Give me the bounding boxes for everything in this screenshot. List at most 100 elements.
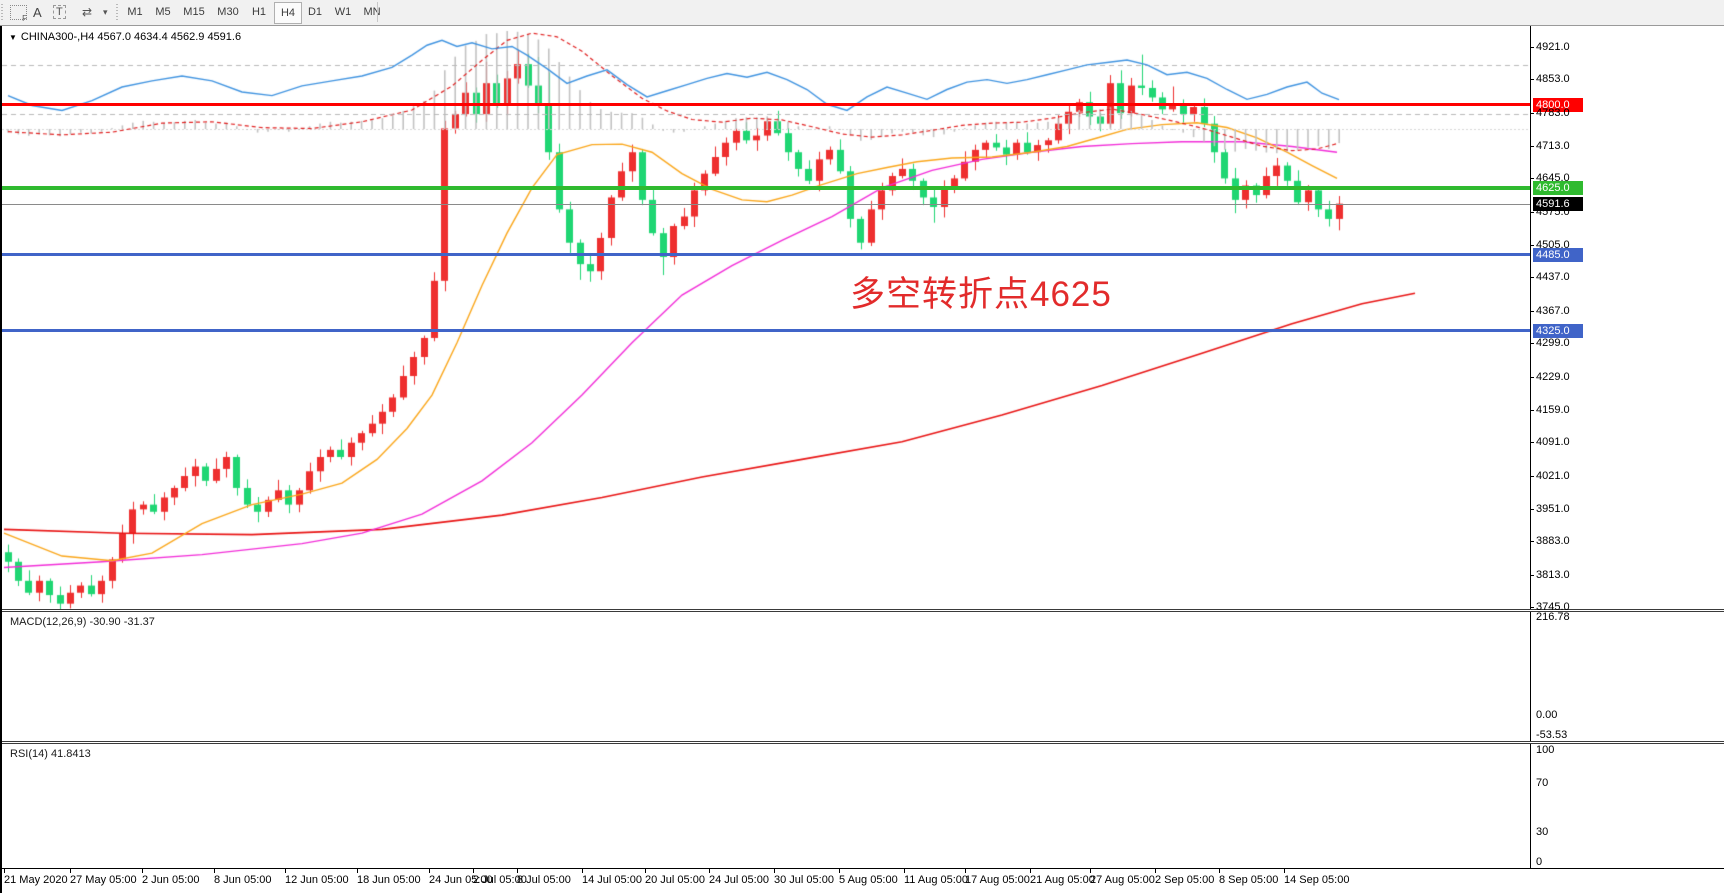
time-label: 12 Jun 05:00	[285, 874, 349, 886]
horizontal-level-line-4800[interactable]	[2, 103, 1530, 107]
horizontal-level-line-4625[interactable]	[2, 185, 1530, 190]
timeframe-button-d1[interactable]: D1	[307, 6, 323, 18]
price-tick-dash	[1530, 607, 1534, 608]
font-a-icon[interactable]: A	[33, 4, 42, 20]
time-tick	[70, 869, 71, 873]
time-label: 2 Jun 05:00	[142, 874, 200, 886]
time-tick	[965, 869, 966, 873]
rsi-axis-label: 100	[1536, 744, 1555, 756]
time-tick	[429, 869, 430, 873]
timeframe-button-w1[interactable]: W1	[334, 6, 352, 18]
time-label: 11 Aug 05:00	[904, 874, 969, 886]
time-label: 2 Jul 05:00	[473, 874, 527, 886]
timeframe-button-m30[interactable]: M30	[217, 6, 239, 18]
level-price-label-4625: 4625.0	[1533, 180, 1583, 195]
cursor-modes-icon[interactable]: ⇄	[82, 5, 93, 19]
price-scale-border	[1530, 26, 1531, 868]
price-tick-label: 4091.0	[1536, 436, 1570, 449]
time-label: 21 Aug 05:00	[1030, 874, 1095, 886]
macd-pane-separator[interactable]	[2, 609, 1724, 612]
time-tick	[582, 869, 583, 873]
price-tick-label: 3951.0	[1536, 502, 1570, 515]
time-tick	[473, 869, 474, 873]
toolbar-grip-2[interactable]	[116, 4, 121, 21]
time-tick	[1284, 869, 1285, 873]
price-tick-label: 4437.0	[1536, 271, 1570, 284]
price-tick-dash	[1530, 409, 1534, 411]
price-tick-label: 4575.0	[1536, 205, 1570, 218]
timeframe-button-m15[interactable]: M15	[183, 6, 205, 18]
pattern-f-glyph: F	[22, 13, 27, 23]
macd-indicator-label: MACD(12,26,9) -30.90 -31.37	[10, 616, 155, 628]
time-label: 24 Jul 05:00	[709, 874, 769, 886]
time-label: 18 Jun 05:00	[357, 874, 421, 886]
price-tick-dash	[1530, 343, 1534, 345]
time-label: 14 Jul 05:00	[582, 874, 642, 886]
macd-axis-label: -53.53	[1536, 729, 1568, 741]
time-label: 21 May 2020	[4, 874, 68, 886]
price-tick-dash	[1530, 178, 1534, 180]
horizontal-level-line-4325[interactable]	[2, 329, 1530, 333]
time-tick	[142, 869, 143, 873]
text-label-icon[interactable]: T	[53, 3, 66, 21]
price-tick-dash	[1530, 47, 1534, 48]
pivot-annotation-text[interactable]: 多空转折点4625	[850, 275, 1112, 314]
price-tick-label: 4505.0	[1536, 239, 1570, 252]
pattern-f-icon-box: F	[10, 4, 27, 23]
timeframe-button-h1[interactable]: H1	[251, 6, 267, 18]
time-label: 17 Aug 05:00	[965, 874, 1030, 886]
rsi-axis-label: 70	[1536, 777, 1549, 789]
rsi-indicator-label: RSI(14) 41.8413	[10, 748, 91, 760]
price-tick-dash	[1530, 376, 1534, 378]
price-tick-label: 4367.0	[1536, 304, 1570, 317]
price-tick-dash	[1530, 211, 1534, 213]
horizontal-level-line-4485[interactable]	[2, 253, 1530, 257]
time-tick	[774, 869, 775, 873]
symbol-dropdown-icon[interactable]: ▼	[9, 32, 17, 42]
symbol-ohlc-text: CHINA300-,H4 4567.0 4634.4 4562.9 4591.6	[20, 31, 242, 43]
price-tick-dash	[1530, 310, 1534, 312]
time-tick	[709, 869, 710, 873]
time-label: 27 May 05:00	[70, 874, 137, 886]
toolbar: F A T ⇄ ▾ M1 M5 M15 M30 H1 H4 D1 W1 MN	[0, 0, 1724, 26]
toolbar-grip[interactable]	[1, 4, 6, 21]
timeframe-button-m1[interactable]: M1	[127, 6, 143, 18]
toolbar-separator	[377, 2, 378, 22]
price-tick-dash	[1530, 146, 1534, 148]
price-tick-label: 4645.0	[1536, 172, 1570, 185]
price-tick-dash	[1530, 508, 1534, 510]
time-label: 30 Jul 05:00	[774, 874, 834, 886]
time-label: 20 Jul 05:00	[645, 874, 705, 886]
bid-price-line	[2, 203, 1530, 205]
time-tick	[904, 869, 905, 873]
pattern-f-icon[interactable]: F	[10, 3, 27, 23]
time-tick	[839, 869, 840, 873]
time-tick	[517, 869, 518, 873]
time-axis[interactable]: 21 May 2020 27 May 05:00 2 Jun 05:00 8 Jun …	[2, 869, 1724, 893]
timeframe-button-h4[interactable]: H4	[274, 2, 302, 24]
dropdown-caret-icon[interactable]: ▾	[103, 6, 108, 17]
price-tick-label: 4229.0	[1536, 370, 1570, 383]
text-label-glyph: T	[53, 5, 66, 19]
time-tick	[1090, 869, 1091, 873]
time-tick	[4, 869, 5, 873]
price-tick-label: 4921.0	[1536, 41, 1570, 53]
timeframe-button-m5[interactable]: M5	[155, 6, 171, 18]
timeframe-button-mn[interactable]: MN	[363, 6, 381, 18]
price-tick-dash	[1530, 79, 1534, 81]
rsi-pane-canvas[interactable]	[2, 26, 1530, 152]
time-label: 24 Jun 05:00	[429, 874, 493, 886]
symbol-title[interactable]: ▼ CHINA300-,H4 4567.0 4634.4 4562.9 4591…	[9, 31, 241, 43]
price-tick-dash	[1530, 574, 1534, 576]
price-tick-label: 3813.0	[1536, 568, 1570, 581]
price-tick-dash	[1530, 541, 1534, 543]
time-tick	[214, 869, 215, 873]
chart-window: ▼ CHINA300-,H4 4567.0 4634.4 4562.9 4591…	[0, 26, 1724, 893]
rsi-pane-separator[interactable]	[2, 741, 1724, 744]
time-label: 8 Jul 05:00	[517, 874, 571, 886]
macd-axis-label: 216.78	[1536, 611, 1570, 623]
time-label: 5 Aug 05:00	[839, 874, 898, 886]
level-price-label-4800: 4800.0	[1533, 97, 1583, 112]
time-tick	[285, 869, 286, 873]
